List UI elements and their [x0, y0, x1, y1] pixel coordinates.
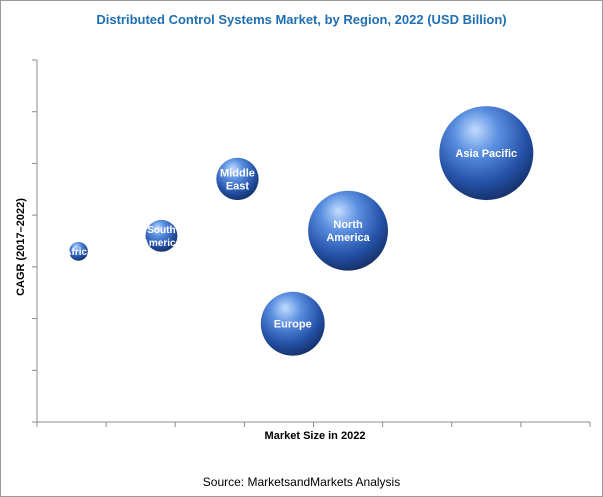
bubble-label: Africa [64, 247, 93, 258]
bubble-label: America [326, 232, 370, 244]
bubble-africa [69, 241, 88, 261]
bubble-middle-east [216, 157, 259, 201]
bubbles: AfricaSouthAmericaMiddleEastEuropeNorthA… [64, 106, 534, 356]
bubble-label: East [226, 180, 250, 192]
bubble-label: Europe [274, 319, 312, 331]
bubble-europe [260, 291, 325, 356]
bubble-label: Middle [220, 167, 255, 179]
bubble-label: America [142, 238, 182, 249]
axes [32, 59, 591, 427]
bubble-label: Asia Pacific [455, 148, 517, 160]
bubble-label: North [333, 219, 363, 231]
bubble-south-america [145, 219, 178, 252]
bubble-asia-pacific [439, 106, 534, 201]
y-axis-label: CAGR (2017–2022) [15, 198, 27, 296]
source-note: Source: MarketsandMarkets Analysis [202, 475, 401, 489]
bubble-label: South [147, 225, 175, 236]
bubble-north-america [308, 190, 389, 271]
x-axis-label: Market Size in 2022 [264, 430, 366, 442]
chart-title: Distributed Control Systems Market, by R… [96, 12, 507, 27]
